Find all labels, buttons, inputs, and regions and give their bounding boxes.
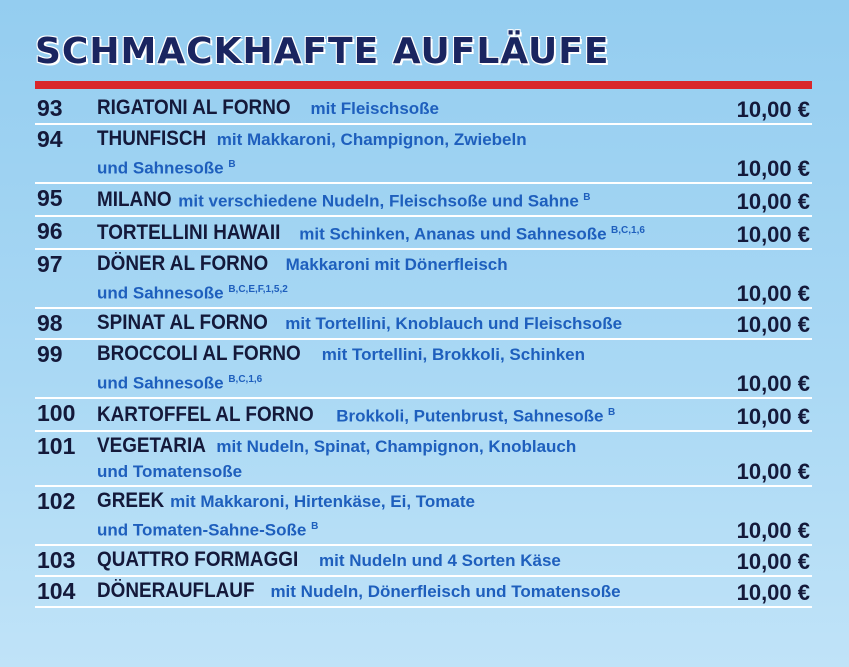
item-body: GREEK mit Makkaroni, Hirtenkäse, Ei, Tom…	[97, 489, 732, 543]
item-price: 10,00 €	[736, 155, 810, 181]
item-description: mit verschiedene Nudeln, Fleischsoße und…	[178, 190, 579, 210]
allergen-codes: B	[583, 191, 591, 203]
item-description: Makkaroni mit Dönerfleisch	[285, 255, 508, 275]
item-price: 10,00 €	[736, 222, 810, 248]
menu-item: 101 VEGETARIA mit Nudeln, Spinat, Champig…	[35, 432, 812, 487]
item-name: KARTOFFEL AL FORNO	[97, 402, 314, 426]
item-description: mit Nudeln und 4 Sorten Käse	[319, 550, 561, 570]
item-body: SPINAT AL FORNO mit Tortellini, Knoblauc…	[97, 311, 732, 337]
item-description-line2: und Tomaten-Sahne-Soße B	[97, 515, 732, 543]
item-price: 10,00 €	[736, 579, 810, 605]
menu-item: 95 MILANO mit verschiedene Nudeln, Fleisc…	[35, 184, 812, 217]
item-name: RIGATONI AL FORNO	[97, 96, 291, 119]
item-name: QUATTRO FORMAGGI	[97, 547, 299, 571]
item-description-cont: und Sahnesoße	[97, 373, 224, 393]
item-name: DÖNERAUFLAUF	[97, 578, 255, 602]
item-description-cont: und Tomaten-Sahne-Soße	[97, 520, 307, 540]
item-body: THUNFISCH mit Makkaroni, Champignon, Zwi…	[97, 127, 732, 181]
item-name: TORTELLINI HAWAII	[97, 221, 281, 245]
item-description-line2: und Sahnesoße B,C,1,6	[97, 368, 732, 396]
item-name: VEGETARIA	[97, 433, 206, 457]
item-price: 10,00 €	[736, 188, 810, 214]
menu-item: 104 DÖNERAUFLAUF mit Nudeln, Dönerfleisch…	[35, 577, 812, 608]
item-name: SPINAT AL FORNO	[97, 310, 268, 334]
allergen-codes: B,C,E,F,1,5,2	[228, 284, 288, 296]
item-number: 95	[37, 184, 63, 211]
item-number: 101	[37, 432, 76, 459]
item-description-cont: und Tomatensoße	[97, 461, 243, 481]
menu-item: 102 GREEK mit Makkaroni, Hirtenkäse, Ei, …	[35, 487, 812, 546]
allergen-codes: B,C,1,6	[611, 224, 645, 236]
item-description: mit Nudeln, Spinat, Champignon, Knoblauc…	[216, 436, 577, 456]
page-title: SCHMACKHAFTE AUFLÄUFE	[35, 31, 610, 72]
item-name: GREEK	[97, 488, 165, 512]
item-name: BROCCOLI AL FORNO	[97, 341, 301, 365]
item-price: 10,00 €	[736, 517, 810, 543]
item-description: mit Tortellini, Brokkoli, Schinken	[321, 344, 586, 364]
item-number: 96	[37, 217, 63, 244]
item-number: 94	[37, 126, 63, 152]
item-body: RIGATONI AL FORNO mit Fleischsoße	[97, 96, 732, 122]
title-divider	[35, 81, 812, 89]
item-body: KARTOFFEL AL FORNO Brokkoli, Putenbrust,…	[97, 401, 732, 429]
item-description: mit Fleischsoße	[310, 99, 439, 118]
item-price: 10,00 €	[736, 548, 810, 574]
item-description-line2: und Tomatensoße	[97, 460, 732, 484]
item-name: DÖNER AL FORNO	[97, 252, 269, 276]
allergen-codes: B	[228, 159, 236, 170]
item-body: MILANO mit verschiedene Nudeln, Fleischs…	[97, 186, 732, 214]
item-body: DÖNER AL FORNO Makkaroni mit Dönerfleisc…	[97, 252, 732, 306]
item-body: TORTELLINI HAWAII mit Schinken, Ananas u…	[97, 219, 732, 247]
item-price: 10,00 €	[736, 370, 810, 396]
item-description: mit Makkaroni, Hirtenkäse, Ei, Tomate	[170, 491, 475, 511]
allergen-codes: B	[607, 406, 616, 418]
item-number: 98	[37, 309, 63, 336]
menu-item: 103 QUATTRO FORMAGGI mit Nudeln und 4 Sor…	[35, 546, 812, 577]
item-number: 97	[37, 251, 63, 278]
item-description: mit Tortellini, Knoblauch und Fleischsoß…	[285, 313, 623, 333]
item-number: 93	[37, 95, 63, 121]
item-body: QUATTRO FORMAGGI mit Nudeln und 4 Sorten…	[97, 548, 732, 574]
item-body: BROCCOLI AL FORNO mit Tortellini, Brokko…	[97, 342, 732, 396]
menu-item: 96 TORTELLINI HAWAII mit Schinken, Ananas…	[35, 217, 812, 251]
menu-item: 97 DÖNER AL FORNO Makkaroni mit Dönerflei…	[35, 250, 812, 309]
item-price: 10,00 €	[736, 403, 810, 429]
item-description-cont: und Sahnesoße	[97, 158, 224, 178]
menu-item: 93 RIGATONI AL FORNO mit Fleischsoße 10,00…	[35, 94, 812, 125]
menu-list: 93 RIGATONI AL FORNO mit Fleischsoße 10,00…	[35, 94, 812, 608]
item-name: THUNFISCH	[97, 127, 207, 150]
allergen-codes: B,C,1,6	[228, 373, 263, 385]
item-description-line2: und Sahnesoße B,C,E,F,1,5,2	[97, 278, 732, 306]
item-description: mit Nudeln, Dönerfleisch und Tomatensoße	[270, 581, 621, 601]
item-number: 100	[37, 399, 76, 426]
item-description: mit Schinken, Ananas und Sahnesoße	[299, 224, 607, 244]
item-description-line2: und Sahnesoße B	[97, 153, 732, 181]
item-number: 99	[37, 340, 63, 367]
item-body: DÖNERAUFLAUF mit Nudeln, Dönerfleisch un…	[97, 579, 732, 605]
item-description-cont: und Sahnesoße	[97, 283, 224, 303]
allergen-codes: B	[311, 520, 319, 532]
menu-item: 100 KARTOFFEL AL FORNO Brokkoli, Putenbru…	[35, 399, 812, 432]
menu-item: 98 SPINAT AL FORNO mit Tortellini, Knobla…	[35, 309, 812, 340]
item-number: 102	[37, 487, 76, 514]
item-body: VEGETARIA mit Nudeln, Spinat, Champignon…	[97, 434, 732, 484]
item-number: 104	[37, 577, 76, 604]
menu-item: 94 THUNFISCH mit Makkaroni, Champignon, Z…	[35, 125, 812, 184]
item-price: 10,00 €	[736, 458, 810, 484]
item-price: 10,00 €	[736, 311, 810, 337]
item-description: mit Makkaroni, Champignon, Zwiebeln	[216, 130, 527, 149]
item-description: Brokkoli, Putenbrust, Sahnesoße	[336, 405, 604, 425]
item-price: 10,00 €	[736, 280, 810, 306]
item-name: MILANO	[97, 187, 172, 211]
item-number: 103	[37, 546, 76, 573]
menu-item: 99 BROCCOLI AL FORNO mit Tortellini, Brok…	[35, 340, 812, 399]
item-price: 10,00 €	[736, 97, 810, 122]
